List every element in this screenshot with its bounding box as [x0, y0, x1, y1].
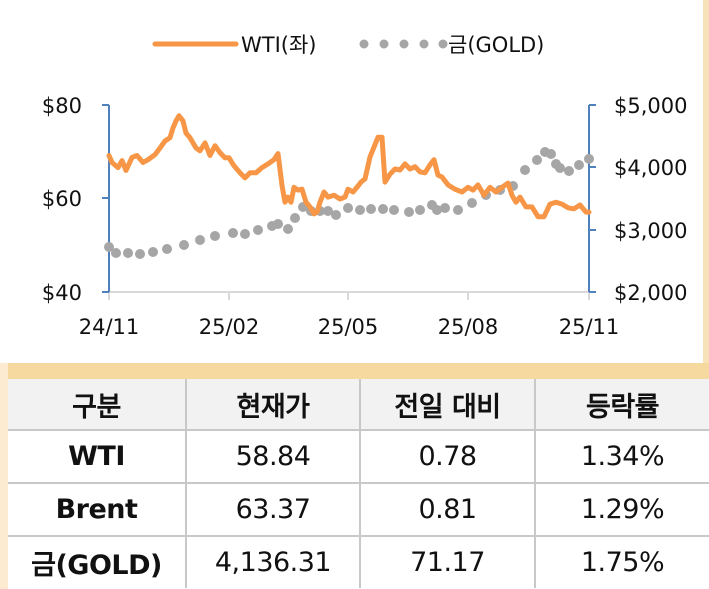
gold-data-point: [546, 149, 556, 159]
gold-data-point: [135, 249, 145, 259]
right-tick-label: $5,000: [614, 94, 687, 118]
gold-data-point: [453, 205, 463, 215]
right-border-strip: [703, 0, 709, 363]
header-daily-change: 전일 대비: [359, 379, 536, 431]
gold-series: [104, 147, 594, 259]
x-tick-label: 25/02: [199, 315, 260, 339]
gold-data-point: [415, 205, 425, 215]
right-tick-label: $4,000: [614, 156, 687, 180]
gold-data-point: [555, 163, 565, 173]
gold-data-point: [440, 203, 450, 213]
wti-gold-chart: WTI(좌) 금(GOLD) $80 $60 $40 $5,000 $4,000…: [42, 33, 688, 339]
table-header-row: 구분 현재가 전일 대비 등락률: [8, 379, 709, 431]
gold-data-point: [331, 210, 341, 220]
price-table: 구분 현재가 전일 대비 등락률 WTI 58.84 0.78 1.34% Br…: [8, 379, 709, 588]
row-rate: 1.75%: [534, 535, 709, 588]
x-axis-ticks: [108, 292, 590, 300]
row-name: WTI: [8, 429, 187, 484]
gold-data-point: [162, 244, 172, 254]
left-tick-label: $60: [42, 187, 82, 211]
header-current-price: 현재가: [185, 379, 361, 431]
table-row: Brent 63.37 0.81 1.29%: [8, 482, 709, 537]
legend-gold-swatch: [359, 39, 448, 49]
wti-series: [106, 113, 592, 220]
right-tick-label: $3,000: [614, 219, 687, 243]
left-tick-label: $80: [42, 94, 82, 118]
row-price: 4,136.31: [185, 535, 361, 588]
gold-data-point: [366, 204, 376, 214]
row-price: 63.37: [185, 482, 361, 537]
gold-data-point: [123, 248, 133, 258]
gold-data-point: [104, 242, 114, 252]
left-border-strip: [0, 363, 8, 589]
table-top-band: [8, 363, 709, 379]
gold-data-point: [378, 204, 388, 214]
gold-data-point: [355, 205, 365, 215]
gold-data-point: [532, 155, 542, 165]
row-change: 71.17: [359, 535, 536, 588]
gold-data-point: [432, 205, 442, 215]
row-price: 58.84: [185, 429, 361, 484]
gold-data-point: [253, 225, 263, 235]
left-y-axis: [102, 104, 110, 293]
right-tick-label: $2,000: [614, 281, 687, 305]
gold-data-point: [389, 205, 399, 215]
row-change: 0.81: [359, 482, 536, 537]
row-name: 금(GOLD): [8, 535, 187, 588]
x-tick-label: 25/08: [438, 315, 499, 339]
gold-data-point: [148, 247, 158, 257]
legend-gold-label: 금(GOLD): [448, 33, 544, 57]
row-change: 0.78: [359, 429, 536, 484]
gold-data-point: [111, 248, 121, 258]
row-name: Brent: [8, 482, 187, 537]
gold-data-point: [283, 224, 293, 234]
row-rate: 1.29%: [534, 482, 709, 537]
right-y-axis: [588, 104, 596, 293]
header-category: 구분: [8, 379, 187, 431]
gold-data-point: [564, 166, 574, 176]
gold-data-point: [467, 198, 477, 208]
gold-data-point: [404, 207, 414, 217]
gold-data-point: [240, 229, 250, 239]
x-tick-label: 24/11: [79, 315, 140, 339]
gold-data-point: [574, 160, 584, 170]
gold-data-point: [195, 235, 205, 245]
header-change-rate: 등락률: [534, 379, 709, 431]
legend: WTI(좌) 금(GOLD): [152, 33, 544, 57]
gold-data-point: [323, 206, 333, 216]
gold-data-point: [290, 213, 300, 223]
gold-data-point: [584, 153, 594, 164]
gold-data-point: [228, 228, 238, 238]
gold-data-point: [343, 203, 353, 213]
x-tick-label: 25/05: [318, 315, 379, 339]
table-row: WTI 58.84 0.78 1.34%: [8, 429, 709, 484]
gold-data-point: [210, 231, 220, 241]
legend-wti-label: WTI(좌): [241, 33, 317, 57]
table-row: 금(GOLD) 4,136.31 71.17 1.75%: [8, 535, 709, 588]
left-tick-label: $40: [42, 281, 82, 305]
gold-data-point: [179, 240, 189, 250]
row-rate: 1.34%: [534, 429, 709, 484]
gold-data-point: [520, 165, 530, 175]
gold-data-point: [273, 219, 283, 229]
x-tick-label: 25/11: [559, 315, 620, 339]
